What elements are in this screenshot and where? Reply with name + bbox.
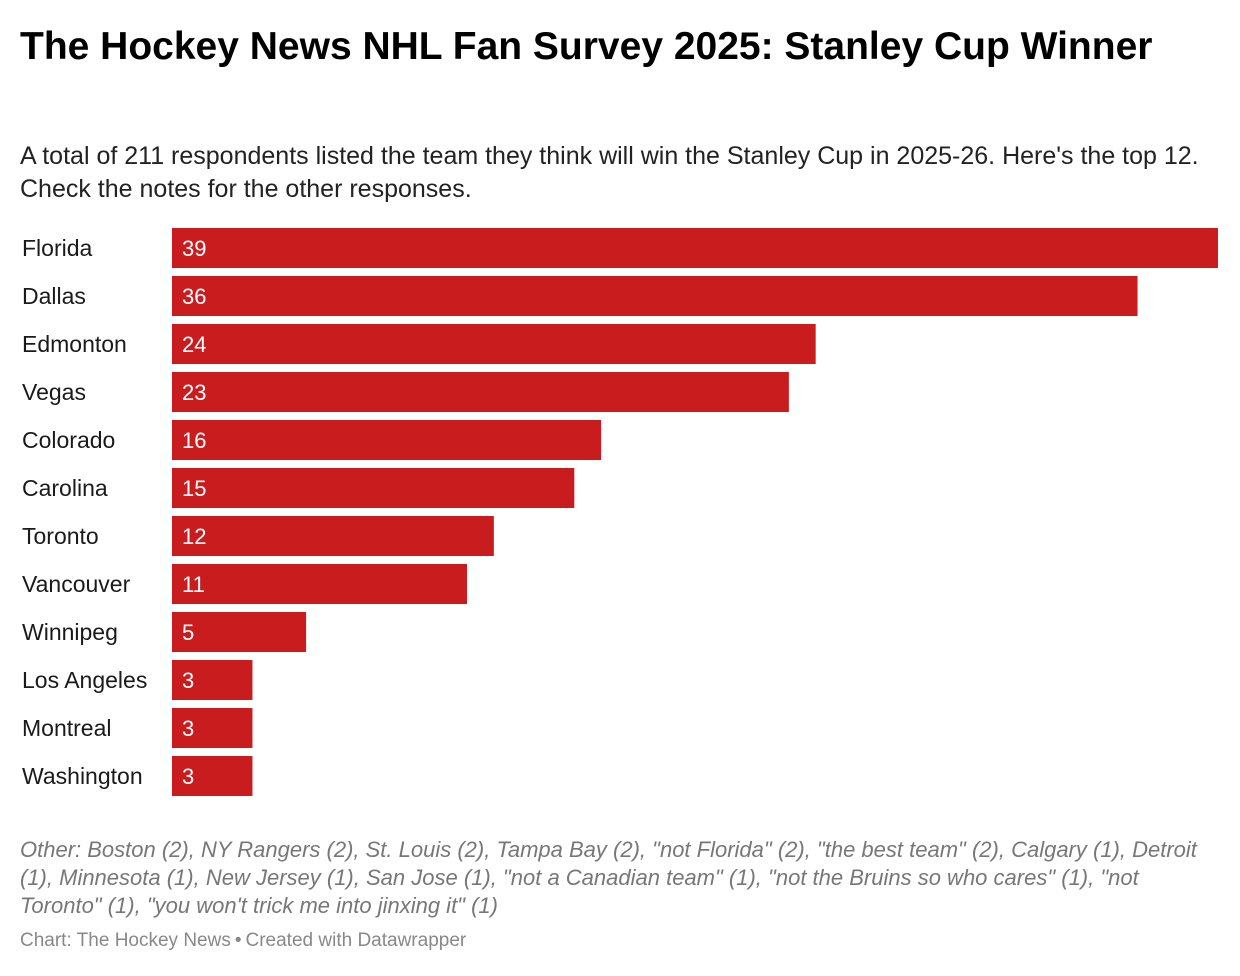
bar bbox=[172, 564, 468, 604]
bar bbox=[172, 420, 602, 460]
footer-source: Chart: The Hockey News bbox=[20, 930, 231, 951]
value-label: 5 bbox=[182, 620, 194, 645]
value-label: 36 bbox=[182, 284, 206, 309]
bar-chart: Florida 39 Dallas 36 Edmonton 24 Vegas 23 Colora… bbox=[22, 228, 1218, 796]
category-label: Vancouver bbox=[22, 571, 131, 597]
bar bbox=[172, 228, 1218, 268]
bar bbox=[172, 468, 575, 508]
value-label: 3 bbox=[182, 716, 194, 741]
category-label: Carolina bbox=[22, 475, 108, 501]
bar bbox=[172, 660, 253, 700]
category-label: Dallas bbox=[22, 283, 86, 309]
bar bbox=[172, 612, 307, 652]
category-label: Vegas bbox=[22, 379, 86, 405]
chart-subtitle: A total of 211 respondents listed the te… bbox=[20, 142, 1199, 203]
bar bbox=[172, 516, 494, 556]
bar bbox=[172, 276, 1138, 316]
category-label: Toronto bbox=[22, 523, 99, 549]
category-label: Florida bbox=[22, 235, 93, 261]
chart-title: The Hockey News NHL Fan Survey 2025: Sta… bbox=[20, 25, 1153, 68]
footer-separator: • bbox=[234, 930, 242, 951]
chart-footer: Chart: The Hockey News • Created with Data… bbox=[20, 930, 466, 952]
chart-notes: Other: Boston (2), NY Rangers (2), St. L… bbox=[20, 837, 1197, 918]
value-label: 15 bbox=[182, 476, 206, 501]
value-label: 39 bbox=[182, 236, 206, 261]
bar bbox=[172, 756, 253, 796]
category-label: Washington bbox=[22, 763, 143, 789]
value-label: 3 bbox=[182, 764, 194, 789]
category-label: Colorado bbox=[22, 427, 115, 453]
category-label: Los Angeles bbox=[22, 667, 147, 693]
value-label: 3 bbox=[182, 668, 194, 693]
footer-credit: Created with Datawrapper bbox=[245, 930, 467, 951]
category-label: Montreal bbox=[22, 715, 111, 741]
value-label: 23 bbox=[182, 380, 206, 405]
value-label: 11 bbox=[182, 572, 205, 597]
category-label: Edmonton bbox=[22, 331, 127, 357]
bar bbox=[172, 324, 816, 364]
bar bbox=[172, 372, 789, 412]
bar bbox=[172, 708, 253, 748]
category-label: Winnipeg bbox=[22, 619, 118, 645]
value-label: 12 bbox=[182, 524, 206, 549]
value-label: 16 bbox=[182, 428, 206, 453]
value-label: 24 bbox=[182, 332, 206, 357]
